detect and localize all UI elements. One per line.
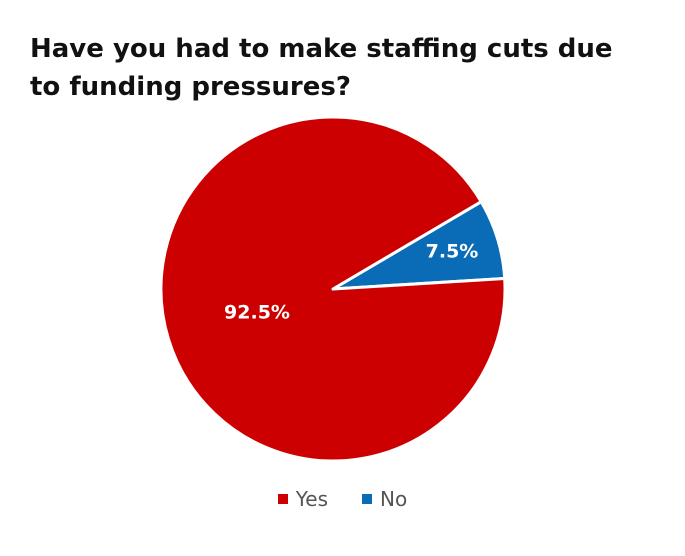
legend-label-yes: Yes bbox=[295, 487, 329, 511]
pie-label-yes: 92.5% bbox=[224, 302, 290, 324]
legend-label-no: No bbox=[380, 487, 408, 511]
pie-slice-yes bbox=[159, 115, 507, 463]
chart-title: Have you had to make staffing cuts due t… bbox=[30, 34, 613, 102]
legend-swatch-yes bbox=[277, 494, 288, 504]
pie-labels: 92.5% 7.5% bbox=[224, 241, 478, 324]
pie-label-no: 7.5% bbox=[426, 241, 479, 263]
legend-swatch-no bbox=[362, 494, 373, 504]
legend-item-yes: Yes bbox=[277, 487, 329, 511]
legend-item-no: No bbox=[362, 487, 407, 511]
legend: Yes No bbox=[0, 487, 685, 511]
pie-slices bbox=[159, 115, 507, 463]
